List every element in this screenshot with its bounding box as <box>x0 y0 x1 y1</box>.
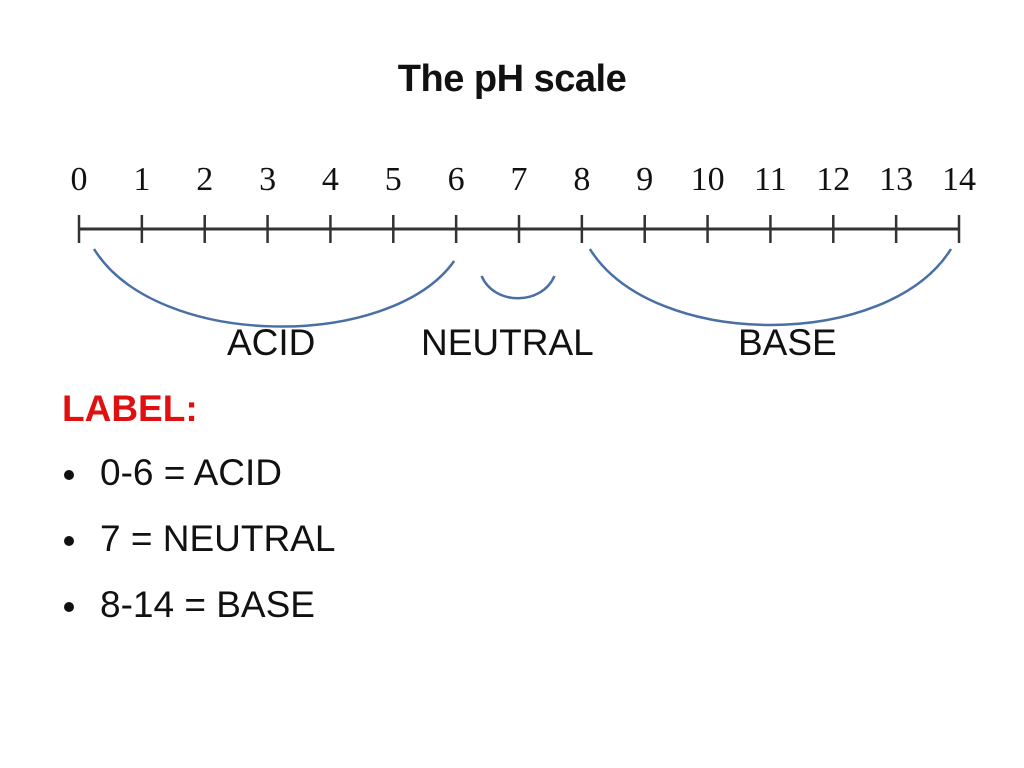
region-label-neutral: NEUTRAL <box>421 322 594 363</box>
bracket-group <box>92 248 953 328</box>
tick-label-0: 0 <box>71 161 88 198</box>
tick-label-group: 0 1 2 3 4 5 6 7 8 9 10 11 12 13 14 <box>71 161 977 198</box>
tick-label-12: 12 <box>816 161 850 198</box>
tick-label-11: 11 <box>754 161 787 198</box>
tick-label-3: 3 <box>259 161 276 198</box>
tick-label-9: 9 <box>636 161 653 198</box>
tick-label-8: 8 <box>573 161 590 198</box>
ph-scale-diagram: 0 1 2 3 4 5 6 7 8 9 10 11 12 13 14 <box>71 161 977 328</box>
tick-label-13: 13 <box>879 161 913 198</box>
tick-label-14: 14 <box>942 161 976 198</box>
legend-heading: LABEL: <box>62 388 198 429</box>
legend-item-text: 8-14 = BASE <box>100 584 315 625</box>
legend-item-text: 7 = NEUTRAL <box>100 518 336 559</box>
bracket-base <box>588 248 953 327</box>
region-label-base: BASE <box>738 322 837 363</box>
legend-list: 0-6 = ACID 7 = NEUTRAL 8-14 = BASE <box>62 452 335 650</box>
legend-item-neutral: 7 = NEUTRAL <box>62 518 335 584</box>
legend-item-acid: 0-6 = ACID <box>62 452 335 518</box>
legend-item-text: 0-6 = ACID <box>100 452 283 493</box>
bracket-neutral <box>480 275 556 300</box>
tick-label-4: 4 <box>322 161 339 198</box>
tick-label-1: 1 <box>133 161 150 198</box>
region-label-acid: ACID <box>227 322 316 363</box>
tick-label-5: 5 <box>385 161 402 198</box>
legend-item-base: 8-14 = BASE <box>62 584 335 650</box>
bracket-acid <box>92 248 456 328</box>
tick-label-2: 2 <box>196 161 213 198</box>
bullet-icon <box>64 536 74 546</box>
bullet-icon <box>64 470 74 480</box>
tick-label-10: 10 <box>691 161 725 198</box>
tick-label-7: 7 <box>511 161 528 198</box>
tick-mark-group <box>77 215 961 243</box>
page-title: The pH scale <box>397 58 627 100</box>
bullet-icon <box>64 602 74 612</box>
tick-label-6: 6 <box>448 161 465 198</box>
